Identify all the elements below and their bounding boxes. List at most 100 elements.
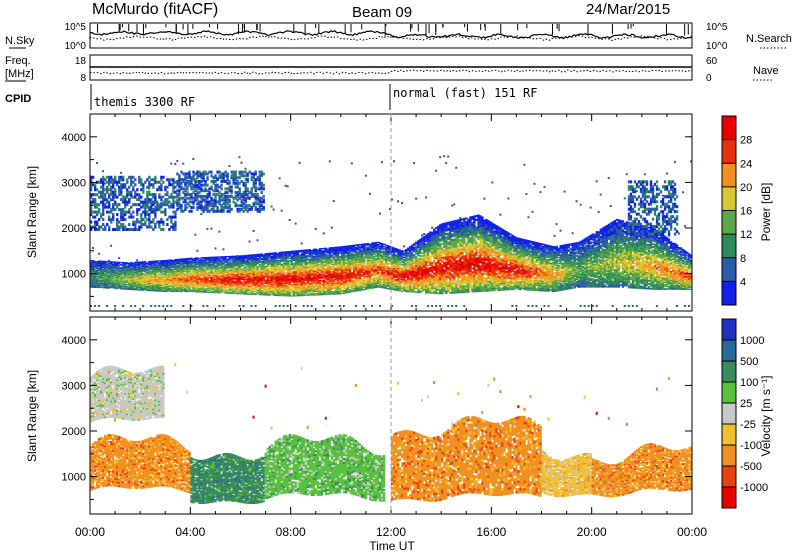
power-cell [331, 259, 333, 260]
power-cell [327, 249, 329, 250]
power-cell [305, 286, 307, 287]
power-cell [210, 286, 212, 287]
power-cell [96, 162, 98, 164]
power-cell [305, 249, 307, 250]
power-cell [289, 278, 291, 279]
power-cell [325, 268, 327, 269]
power-cell [249, 241, 251, 243]
power-cell [279, 266, 281, 267]
power-cell [126, 266, 128, 267]
power-cell [315, 249, 317, 250]
power-cell [108, 286, 110, 287]
power-cell [259, 264, 261, 265]
power-cell [299, 255, 301, 256]
power-cell [271, 290, 273, 291]
power-cell [259, 270, 261, 271]
power-cell [261, 290, 263, 291]
power-cell [200, 213, 202, 215]
power-cell [289, 286, 291, 287]
power-cell [265, 253, 267, 254]
power-cell [182, 258, 184, 259]
power-cell [212, 271, 214, 272]
power-cell [265, 279, 267, 280]
power-cell [303, 285, 305, 286]
power-cell [301, 253, 303, 254]
power-cell [156, 260, 158, 261]
power-cell [144, 285, 146, 286]
power-cell [100, 261, 102, 262]
power-cell [202, 269, 204, 270]
power-cell [303, 277, 305, 278]
power-cell [206, 292, 208, 293]
power-cell [146, 263, 148, 264]
power-cell [228, 256, 230, 257]
power-cell [273, 209, 275, 211]
power-cell [122, 262, 124, 263]
power-cell [194, 289, 196, 290]
power-cell [144, 274, 146, 275]
power-cell [307, 262, 309, 263]
power-cell [297, 250, 299, 251]
power-cell [196, 257, 198, 258]
power-cell [134, 279, 136, 280]
power-cell [345, 259, 347, 260]
noise-traces [90, 24, 692, 41]
power-cell [325, 287, 327, 288]
power-cell [108, 271, 110, 272]
power-cell [303, 266, 305, 267]
power-cell [184, 273, 186, 274]
power-cell [313, 256, 315, 257]
power-cell [162, 290, 164, 291]
power-cell [98, 276, 100, 277]
power-cell [170, 269, 172, 270]
power-cell [118, 269, 120, 270]
power-cell [184, 265, 186, 266]
power-cell [132, 279, 134, 280]
power-cell [102, 269, 104, 270]
power-cell [134, 278, 136, 279]
power-cell [273, 280, 275, 281]
power-cell [259, 268, 261, 269]
power-cell [333, 279, 335, 280]
power-cell [148, 266, 150, 267]
power-cell [224, 256, 226, 257]
power-cell [138, 262, 140, 263]
nsearch-label: N.Search [746, 33, 792, 45]
power-cell [94, 261, 96, 262]
power-cell [182, 163, 184, 165]
power-cell [96, 270, 98, 271]
power-cell [289, 272, 291, 273]
power-cell [168, 285, 170, 286]
power-cell [198, 258, 200, 259]
power-cell [106, 261, 108, 262]
power-cell [98, 271, 100, 272]
power-cell [138, 289, 140, 290]
power-cell [325, 281, 327, 282]
power-cell [339, 246, 341, 248]
power-cell [114, 261, 116, 262]
power-cell [345, 266, 347, 267]
power-cell [269, 268, 271, 269]
power-cell [245, 279, 247, 280]
power-cell [208, 257, 210, 258]
power-cell [210, 291, 212, 292]
power-cell [289, 258, 291, 259]
power-cell [269, 279, 271, 280]
power-cell [319, 263, 321, 264]
power-cell [263, 283, 265, 284]
power-cell [222, 290, 224, 291]
power-cell [100, 285, 102, 286]
power-cell [253, 288, 255, 289]
power-cell [275, 252, 277, 253]
power-cell [92, 260, 94, 261]
power-cell [212, 286, 214, 287]
power-cell [102, 276, 104, 277]
power-cell [349, 245, 351, 246]
power-cell [323, 261, 325, 262]
power-cell [333, 256, 335, 257]
power-cell [321, 248, 323, 249]
power-cell [269, 270, 271, 271]
power-cell [108, 274, 110, 275]
power-cell [245, 281, 247, 282]
power-cell [249, 290, 251, 291]
